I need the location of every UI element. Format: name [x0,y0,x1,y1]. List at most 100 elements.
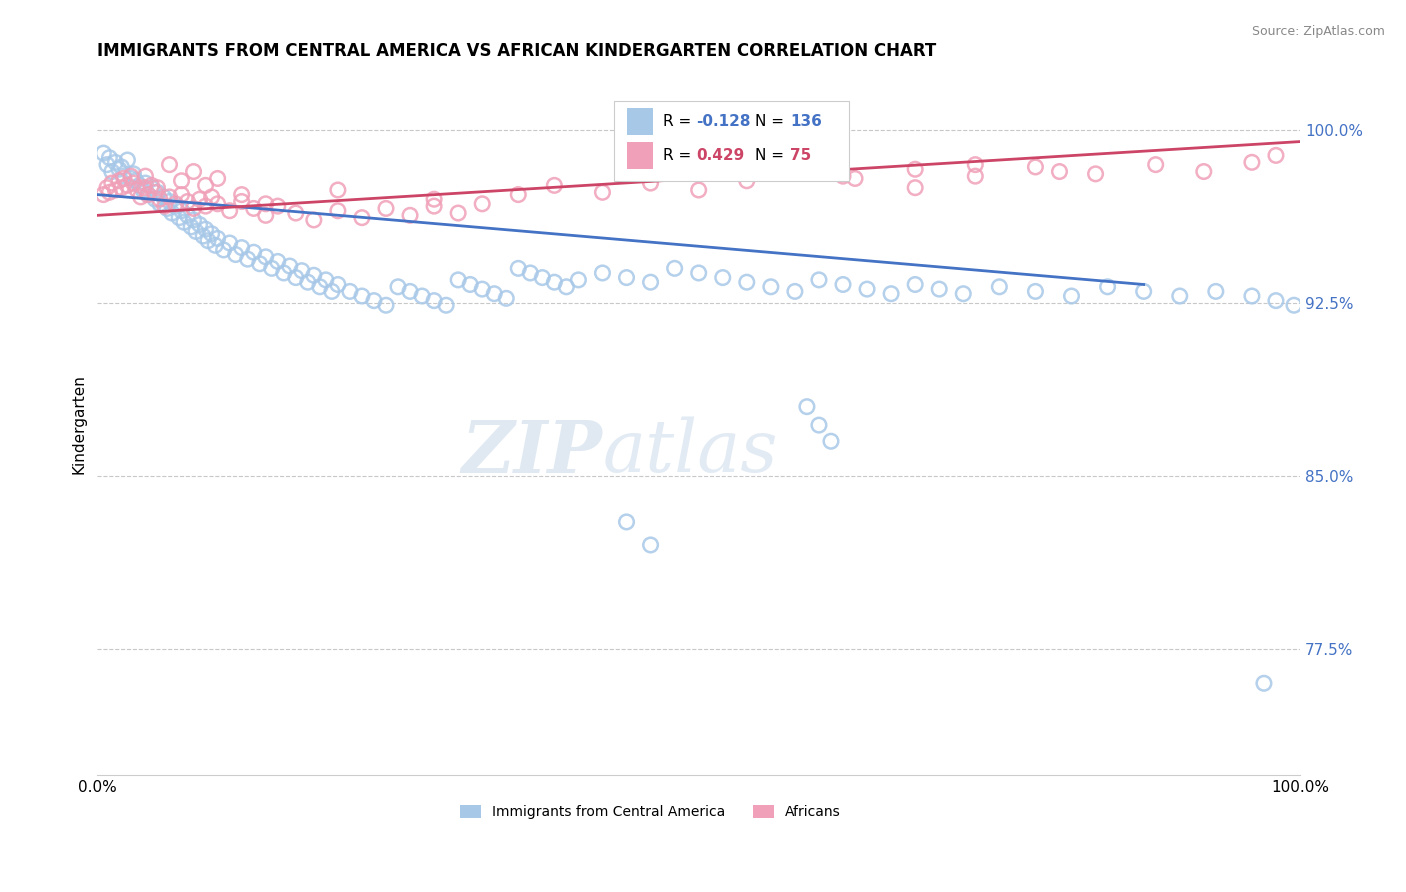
Point [149,196,172,211]
Text: N =: N = [755,114,789,129]
Point [387,280,409,294]
Point [122,176,145,190]
Point [167,211,190,225]
Point [592,266,614,280]
Text: ZIP: ZIP [461,417,603,488]
Point [434,298,457,312]
Point [112,171,135,186]
Point [321,285,343,299]
Point [484,286,506,301]
Point [1282,298,1305,312]
FancyBboxPatch shape [627,108,652,135]
Text: IMMIGRANTS FROM CENTRAL AMERICA VS AFRICAN KINDERGARTEN CORRELATION CHART: IMMIGRANTS FROM CENTRAL AMERICA VS AFRIC… [97,42,936,60]
Point [807,418,830,433]
Point [1168,289,1191,303]
Point [1097,280,1119,294]
Point [120,169,142,183]
Point [952,286,974,301]
Point [194,178,217,193]
Point [688,183,710,197]
Point [170,174,193,188]
Point [129,190,152,204]
Point [143,192,166,206]
Point [640,275,662,289]
Point [101,164,124,178]
Point [1049,164,1071,178]
Point [207,171,229,186]
Text: R =: R = [662,148,696,163]
Point [96,180,118,194]
Point [267,199,290,213]
Point [1240,155,1263,169]
Point [159,190,181,204]
Point [134,180,156,194]
Point [149,192,172,206]
Text: Source: ZipAtlas.com: Source: ZipAtlas.com [1251,25,1385,38]
Point [136,187,159,202]
Text: R =: R = [662,114,696,129]
Point [302,213,325,227]
Point [616,270,638,285]
Point [350,289,373,303]
Point [832,277,855,292]
Point [640,176,662,190]
Point [904,162,927,177]
FancyBboxPatch shape [627,142,652,169]
Point [242,245,264,260]
Point [165,199,187,213]
Point [807,273,830,287]
Point [411,289,433,303]
Point [231,187,253,202]
Y-axis label: Kindergarten: Kindergarten [72,374,86,474]
Point [399,285,422,299]
Point [616,515,638,529]
Point [278,259,301,273]
Point [880,286,903,301]
Point [1024,285,1046,299]
Point [735,174,758,188]
Point [194,222,217,236]
Point [832,169,855,183]
Point [1024,160,1046,174]
Point [711,270,734,285]
Point [193,229,215,244]
Point [1084,167,1107,181]
Point [204,238,226,252]
Point [904,180,927,194]
Point [273,266,295,280]
Point [519,266,541,280]
Point [1144,158,1167,172]
Point [508,261,530,276]
Point [254,208,277,222]
Point [96,158,118,172]
Point [1132,285,1154,299]
Point [134,169,156,183]
Point [254,250,277,264]
Point [531,270,554,285]
Point [236,252,259,267]
Point [447,206,470,220]
Point [183,164,205,178]
Point [302,268,325,283]
Point [423,192,446,206]
Text: 136: 136 [790,114,823,129]
Point [110,160,132,174]
Point [543,275,565,289]
Point [201,190,224,204]
Point [447,273,470,287]
FancyBboxPatch shape [614,101,849,181]
Point [363,293,385,308]
Point [315,273,337,287]
Legend: Immigrants from Central America, Africans: Immigrants from Central America, African… [454,799,846,825]
Point [194,199,217,213]
Point [159,158,181,172]
Point [125,174,148,188]
Point [495,291,517,305]
Point [143,186,166,200]
Text: 0.429: 0.429 [696,148,745,163]
Point [173,215,195,229]
Text: 75: 75 [790,148,811,163]
Point [98,186,121,200]
Point [339,285,361,299]
Point [1240,289,1263,303]
